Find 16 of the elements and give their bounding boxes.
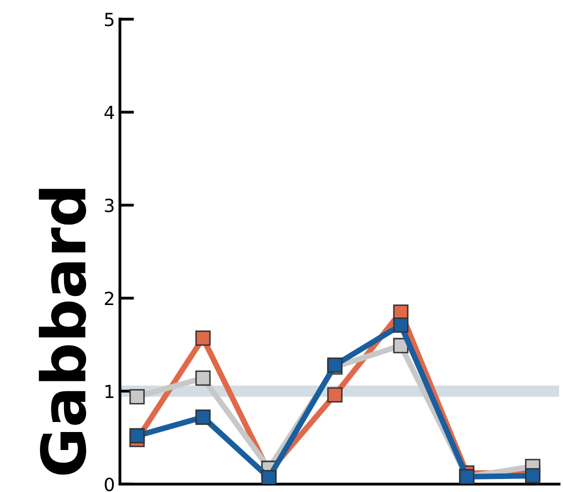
point <box>195 410 211 425</box>
point <box>129 428 145 444</box>
y-tick-label: 3 <box>104 198 114 212</box>
y-tick-label: 4 <box>104 106 114 120</box>
point <box>525 468 540 484</box>
point <box>327 387 343 402</box>
y-axis-title: Gabbard <box>38 188 86 475</box>
point <box>261 470 277 484</box>
y-tick-label: 1 <box>106 384 114 398</box>
y-tick-label: 0 <box>104 478 114 492</box>
point <box>195 330 211 346</box>
point <box>393 317 408 333</box>
y-tick-label: 5 <box>104 12 114 26</box>
point <box>129 389 145 404</box>
point <box>195 370 211 386</box>
y-tick-label: 2 <box>104 292 114 306</box>
